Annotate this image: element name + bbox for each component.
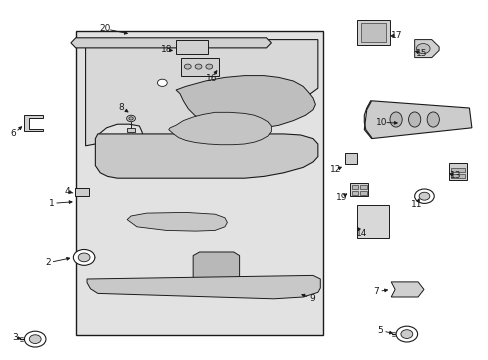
Text: 19: 19	[335, 194, 346, 202]
Text: 9: 9	[308, 294, 314, 302]
Circle shape	[157, 79, 167, 86]
Circle shape	[126, 115, 135, 122]
Ellipse shape	[407, 112, 420, 127]
Text: 7: 7	[373, 287, 379, 296]
Bar	[356, 20, 389, 45]
Bar	[360, 23, 386, 42]
Bar	[450, 174, 464, 178]
Circle shape	[29, 335, 41, 343]
Text: 2: 2	[45, 258, 51, 267]
Bar	[181, 58, 219, 76]
Polygon shape	[414, 40, 438, 58]
Circle shape	[205, 64, 212, 69]
Text: 5: 5	[377, 326, 383, 335]
Circle shape	[184, 64, 191, 69]
Bar	[448, 163, 467, 180]
Bar	[351, 185, 358, 189]
Circle shape	[24, 331, 46, 347]
Circle shape	[129, 117, 133, 120]
Circle shape	[418, 192, 429, 200]
Circle shape	[73, 249, 95, 265]
Ellipse shape	[389, 112, 401, 127]
Ellipse shape	[427, 112, 439, 127]
Text: 15: 15	[415, 49, 427, 58]
Circle shape	[414, 189, 433, 203]
Text: 10: 10	[375, 118, 386, 127]
Text: 8: 8	[118, 103, 124, 112]
Text: 6: 6	[11, 129, 17, 138]
Text: 18: 18	[160, 45, 172, 54]
Text: 1: 1	[48, 199, 54, 208]
Bar	[127, 128, 135, 132]
Bar	[176, 40, 207, 54]
Text: 12: 12	[329, 165, 341, 174]
Bar	[360, 191, 366, 195]
Text: 20: 20	[99, 24, 111, 33]
Polygon shape	[24, 115, 43, 131]
Text: 4: 4	[64, 187, 70, 196]
Bar	[349, 183, 367, 196]
Bar	[351, 191, 358, 195]
Circle shape	[400, 330, 412, 338]
Polygon shape	[390, 282, 423, 297]
Text: 11: 11	[410, 200, 422, 209]
Bar	[450, 168, 464, 172]
Polygon shape	[364, 101, 471, 139]
Text: 16: 16	[205, 74, 217, 83]
Polygon shape	[85, 40, 317, 151]
Text: 13: 13	[449, 171, 461, 180]
Bar	[356, 205, 388, 238]
Bar	[76, 31, 322, 335]
Text: 3: 3	[12, 333, 18, 342]
Bar	[344, 153, 356, 164]
Polygon shape	[95, 134, 317, 178]
Text: 14: 14	[355, 229, 367, 238]
Polygon shape	[71, 38, 271, 48]
Polygon shape	[168, 112, 271, 145]
Polygon shape	[176, 76, 315, 129]
Polygon shape	[127, 212, 227, 231]
Circle shape	[78, 253, 90, 262]
Text: 17: 17	[390, 31, 402, 40]
Polygon shape	[75, 188, 89, 196]
Circle shape	[415, 44, 429, 54]
Bar	[360, 185, 366, 189]
Polygon shape	[193, 252, 239, 284]
Circle shape	[195, 64, 202, 69]
Polygon shape	[87, 275, 320, 299]
Circle shape	[395, 326, 417, 342]
